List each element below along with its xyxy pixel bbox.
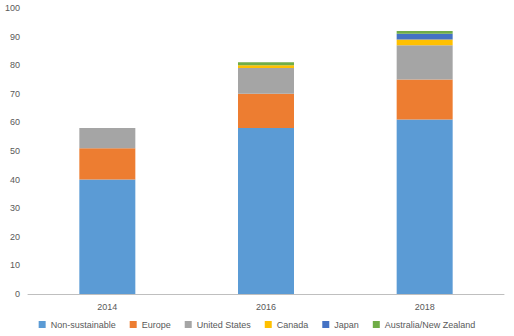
svg-text:Australia/New Zealand: Australia/New Zealand	[385, 320, 476, 330]
svg-text:2018: 2018	[415, 302, 435, 312]
svg-text:Europe: Europe	[142, 320, 171, 330]
svg-text:United States: United States	[197, 320, 252, 330]
svg-text:20: 20	[10, 232, 20, 242]
svg-text:2016: 2016	[256, 302, 276, 312]
svg-text:Canada: Canada	[277, 320, 309, 330]
svg-text:50: 50	[10, 146, 20, 156]
svg-text:Japan: Japan	[334, 320, 359, 330]
svg-text:70: 70	[10, 89, 20, 99]
svg-text:90: 90	[10, 32, 20, 42]
svg-text:10: 10	[10, 260, 20, 270]
svg-text:Non-sustainable: Non-sustainable	[51, 320, 116, 330]
svg-text:0: 0	[15, 289, 20, 299]
svg-text:80: 80	[10, 60, 20, 70]
svg-text:30: 30	[10, 203, 20, 213]
svg-text:40: 40	[10, 175, 20, 185]
svg-text:2014: 2014	[97, 302, 117, 312]
svg-text:100: 100	[5, 3, 20, 13]
svg-text:60: 60	[10, 117, 20, 127]
